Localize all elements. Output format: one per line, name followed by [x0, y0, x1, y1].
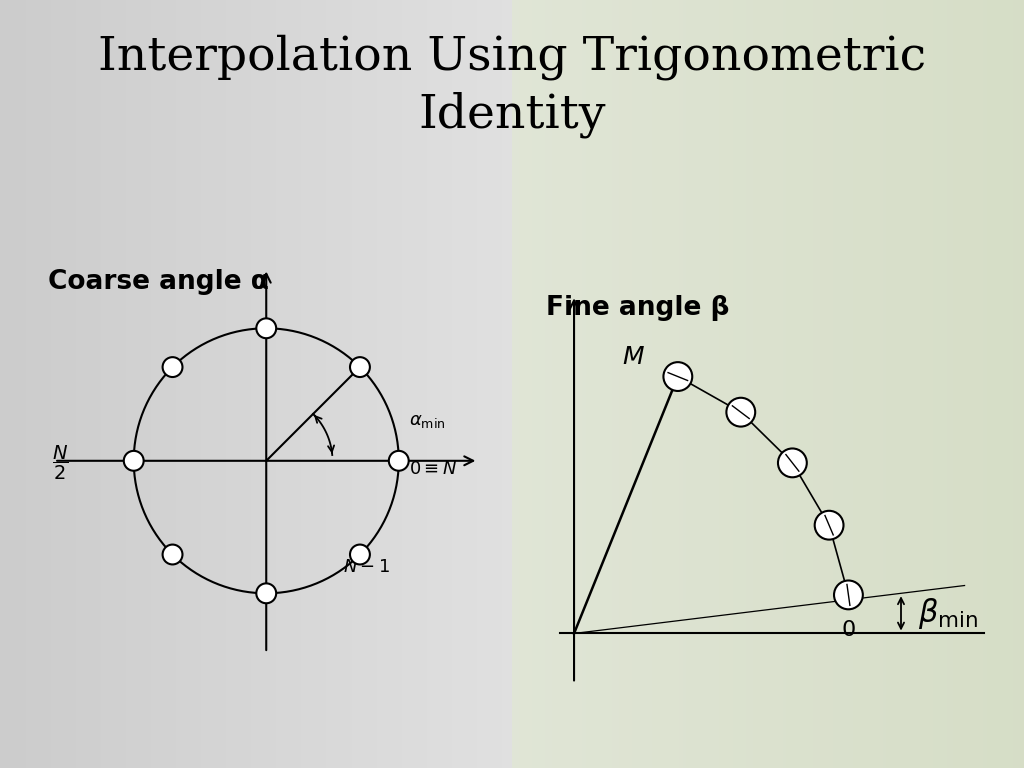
- Text: Fine angle β: Fine angle β: [547, 296, 730, 322]
- Circle shape: [256, 584, 276, 603]
- Circle shape: [350, 545, 370, 564]
- Text: Coarse angle α: Coarse angle α: [47, 269, 268, 295]
- Circle shape: [778, 449, 807, 477]
- Text: $0 \equiv N$: $0 \equiv N$: [410, 460, 458, 478]
- Text: Interpolation Using Trigonometric
Identity: Interpolation Using Trigonometric Identi…: [98, 35, 926, 137]
- Circle shape: [163, 357, 182, 377]
- Text: $\dfrac{N}{2}$: $\dfrac{N}{2}$: [51, 445, 69, 482]
- Circle shape: [350, 357, 370, 377]
- Circle shape: [726, 398, 756, 426]
- Text: $\beta_{\rm min}$: $\beta_{\rm min}$: [918, 596, 978, 631]
- Text: $\alpha_{\rm min}$: $\alpha_{\rm min}$: [410, 412, 446, 430]
- Circle shape: [834, 581, 863, 609]
- Text: $M$: $M$: [622, 346, 644, 369]
- Circle shape: [389, 451, 409, 471]
- Circle shape: [163, 545, 182, 564]
- Circle shape: [664, 362, 692, 391]
- Circle shape: [124, 451, 143, 471]
- Circle shape: [256, 319, 276, 338]
- Text: $N-1$: $N-1$: [343, 558, 390, 576]
- Text: $0$: $0$: [841, 620, 856, 640]
- Circle shape: [815, 511, 844, 540]
